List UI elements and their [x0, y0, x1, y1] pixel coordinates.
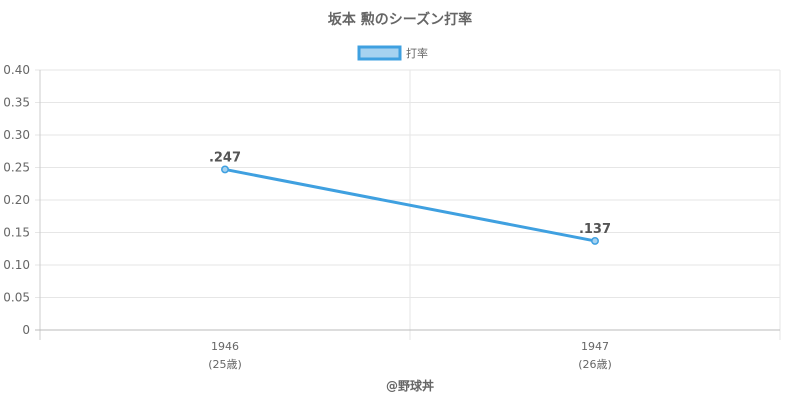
y-tick-label: 0.05 [3, 291, 30, 305]
axes: 0 0.05 0.10 0.15 0.20 0.25 0.30 0.35 0.40 1946 (25… [3, 63, 780, 371]
y-tick-label: 0.35 [3, 96, 30, 110]
y-tick-label: 0.20 [3, 193, 30, 207]
y-tick-label: 0.30 [3, 128, 30, 142]
x-tick-sublabel: (26歳) [578, 358, 612, 371]
grid [35, 69, 781, 340]
series: .247 .137 [209, 150, 611, 245]
legend-swatch [357, 45, 402, 61]
data-label: .247 [209, 150, 241, 165]
y-tick-label: 0 [22, 323, 30, 337]
chart-title: 坂本 勲のシーズン打率 [328, 11, 472, 28]
data-point [221, 165, 229, 174]
x-tick-label: 1947 [581, 340, 609, 353]
y-tick-label: 0.10 [3, 258, 30, 272]
legend[interactable]: 打率 [357, 45, 428, 61]
data-label: .137 [579, 222, 611, 237]
y-tick-label: 0.25 [3, 161, 30, 175]
chart-footer: @野球丼 [386, 378, 434, 393]
y-tick-label: 0.40 [3, 63, 30, 77]
y-tick-label: 0.15 [3, 226, 30, 240]
legend-label: 打率 [406, 46, 428, 60]
x-tick-label: 1946 [211, 340, 239, 353]
x-tick-sublabel: (25歳) [208, 358, 242, 371]
series-line [223, 167, 597, 243]
data-point [591, 237, 599, 245]
